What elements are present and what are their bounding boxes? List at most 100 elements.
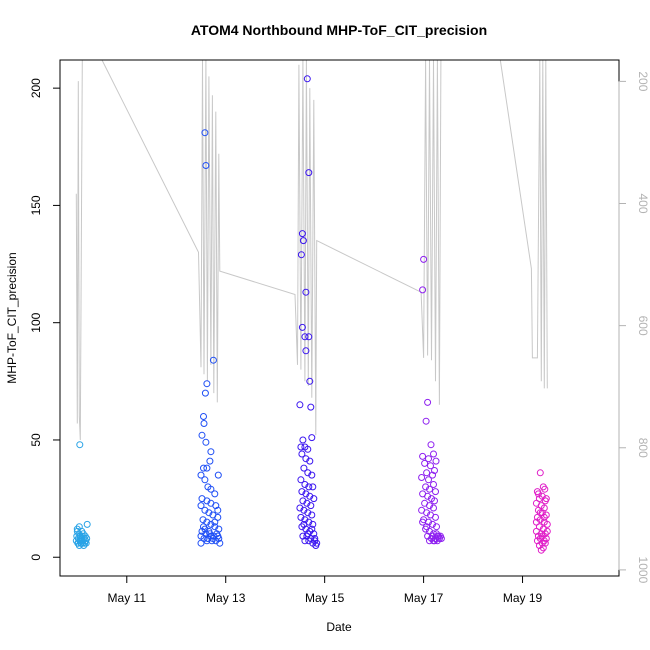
point-s4-0 — [536, 469, 544, 477]
point-s2-17 — [304, 445, 312, 453]
point-s4-36 — [542, 495, 550, 503]
point-s2-28 — [298, 488, 306, 496]
point-s1-17 — [207, 485, 215, 493]
point-s1-22 — [212, 502, 220, 510]
point-s3-18 — [426, 485, 433, 493]
point-s1-43 — [197, 539, 205, 547]
point-s2-4 — [297, 251, 305, 259]
point-s3-28 — [423, 509, 431, 517]
point-s3-23 — [431, 497, 438, 505]
point-s3-6 — [432, 457, 440, 465]
chart-title: ATOM4 Northbound MHP-ToF_CIT_precision — [191, 22, 487, 38]
y-axis: 0 50 100 150 200 — [29, 78, 61, 561]
point-s1-49 — [203, 537, 211, 545]
point-s1-51 — [200, 523, 207, 531]
point-s2-27 — [309, 483, 317, 491]
point-s4-35 — [534, 490, 542, 498]
point-s2-5 — [302, 288, 310, 296]
point-s2-7 — [301, 333, 309, 341]
point-s3-52 — [419, 518, 427, 526]
point-s2-12 — [307, 403, 315, 411]
point-s1-14 — [197, 471, 205, 479]
point-s4-32 — [541, 539, 549, 547]
point-s1-2 — [209, 356, 217, 364]
point-s4-33 — [543, 527, 551, 535]
point-s3-0 — [420, 255, 428, 263]
point-s1-6 — [200, 420, 208, 427]
point-s2-39 — [297, 513, 305, 521]
point-s1-25 — [205, 509, 213, 517]
point-s2-13 — [299, 436, 307, 444]
x-axis-label: Date — [326, 620, 352, 634]
point-s1-10 — [206, 457, 214, 465]
point-s2-0 — [303, 75, 311, 83]
point-s2-9 — [302, 347, 310, 355]
point-s2-11 — [296, 401, 304, 409]
x-tick-label-2: May 15 — [305, 591, 345, 605]
point-s2-8 — [305, 333, 313, 341]
point-s3-51 — [431, 537, 438, 545]
point-s1-5 — [200, 413, 207, 420]
point-s2-55 — [312, 542, 320, 549]
point-s0-28 — [77, 539, 85, 547]
point-s1-3 — [203, 380, 211, 388]
point-s1-42 — [216, 539, 224, 547]
point-s2-35 — [296, 504, 304, 512]
point-s4-9 — [540, 504, 548, 512]
point-s1-15 — [201, 476, 209, 484]
point-s3-7 — [419, 452, 427, 460]
point-s4-37 — [536, 509, 544, 517]
point-s2-51 — [301, 537, 309, 545]
x-tick-label-4: May 19 — [503, 591, 543, 605]
point-s3-1 — [419, 286, 427, 294]
y-tick-label-1: 50 — [29, 433, 43, 447]
point-s2-21 — [300, 464, 308, 472]
point-s2-24 — [297, 476, 305, 484]
point-s3-10 — [427, 462, 434, 470]
point-s3-30 — [432, 513, 439, 521]
point-s3-48 — [429, 532, 436, 540]
point-s1-30 — [207, 520, 215, 528]
point-s1-0 — [201, 129, 209, 137]
point-s2-31 — [310, 495, 318, 503]
point-s2-10 — [306, 377, 314, 385]
x-axis: May 11 May 13 May 15 May 17 May 19 — [108, 575, 543, 605]
point-s2-59 — [311, 537, 319, 545]
point-s4-34 — [532, 518, 540, 526]
point-s1-1 — [202, 162, 210, 169]
point-s2-34 — [307, 502, 315, 510]
point-s3-11 — [431, 467, 438, 474]
point-s0-24 — [73, 527, 81, 535]
x-tick-label-0: May 11 — [108, 591, 147, 605]
point-s1-48 — [215, 535, 223, 542]
point-s1-50 — [207, 532, 215, 540]
point-s3-17 — [422, 483, 430, 491]
point-s3-9 — [421, 459, 429, 467]
point-s2-6 — [298, 323, 306, 331]
point-s2-20 — [306, 457, 314, 465]
point-s3-2 — [424, 398, 432, 406]
point-s3-34 — [433, 523, 440, 531]
point-s4-2 — [541, 485, 549, 493]
y2-tick-label-0: 200 — [636, 71, 650, 91]
point-s3-50 — [436, 532, 444, 540]
point-s1-9 — [207, 448, 215, 456]
point-s1-4 — [201, 389, 209, 397]
point-s3-4 — [427, 441, 435, 449]
point-s3-26 — [430, 504, 437, 512]
point-s3-19 — [432, 488, 439, 496]
point-s2-2 — [298, 230, 306, 238]
point-s2-42 — [309, 520, 317, 528]
point-s3-15 — [425, 476, 432, 484]
point-s1-12 — [200, 464, 207, 472]
point-s2-18 — [298, 450, 306, 458]
point-s0-23 — [76, 441, 84, 449]
point-s1-11 — [203, 464, 211, 472]
point-s3-16 — [430, 481, 437, 488]
point-s2-57 — [308, 525, 316, 533]
point-s0-26 — [75, 523, 83, 531]
point-s2-33 — [303, 499, 311, 507]
point-s2-15 — [297, 443, 305, 451]
